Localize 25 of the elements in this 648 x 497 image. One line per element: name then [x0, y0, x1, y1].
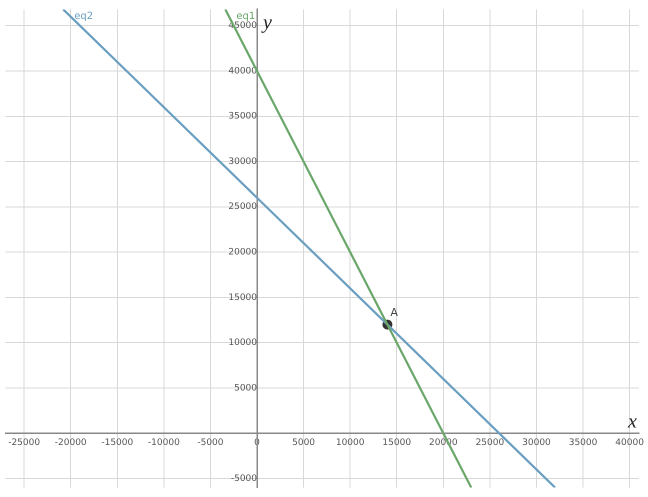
annotation: A	[390, 306, 398, 319]
x-tick-label: -10000	[148, 438, 180, 448]
y-tick-label: 25000	[228, 202, 258, 212]
x-tick-label: 30000	[522, 438, 552, 448]
y-tick-label: 5000	[234, 383, 258, 394]
x-tick-label: 5000	[292, 438, 316, 448]
y-tick-label: 15000	[228, 292, 258, 303]
y-tick-label: 30000	[228, 156, 258, 167]
x-tick-label: -5000	[197, 438, 224, 448]
x-tick-label: -15000	[101, 438, 134, 448]
x-tick-label: 10000	[336, 438, 365, 448]
y-tick-label: 10000	[228, 338, 258, 348]
x-tick-label: -20000	[54, 438, 87, 448]
x-tick-label: 15000	[382, 438, 412, 448]
y-tick-label: -5000	[230, 474, 258, 484]
x-tick-label: -25000	[8, 438, 40, 448]
y-tick-label: 20000	[228, 247, 258, 258]
series-label: eq1	[236, 10, 256, 22]
x-tick-label: 35000	[568, 438, 598, 448]
y-tick-label: 35000	[228, 112, 258, 122]
x-axis-title: x	[627, 410, 638, 433]
x-tick-label: 25000	[476, 438, 504, 448]
series-label: eq2	[74, 10, 94, 22]
x-tick-label: 40000	[615, 438, 644, 448]
y-axis-title: y	[261, 12, 272, 34]
